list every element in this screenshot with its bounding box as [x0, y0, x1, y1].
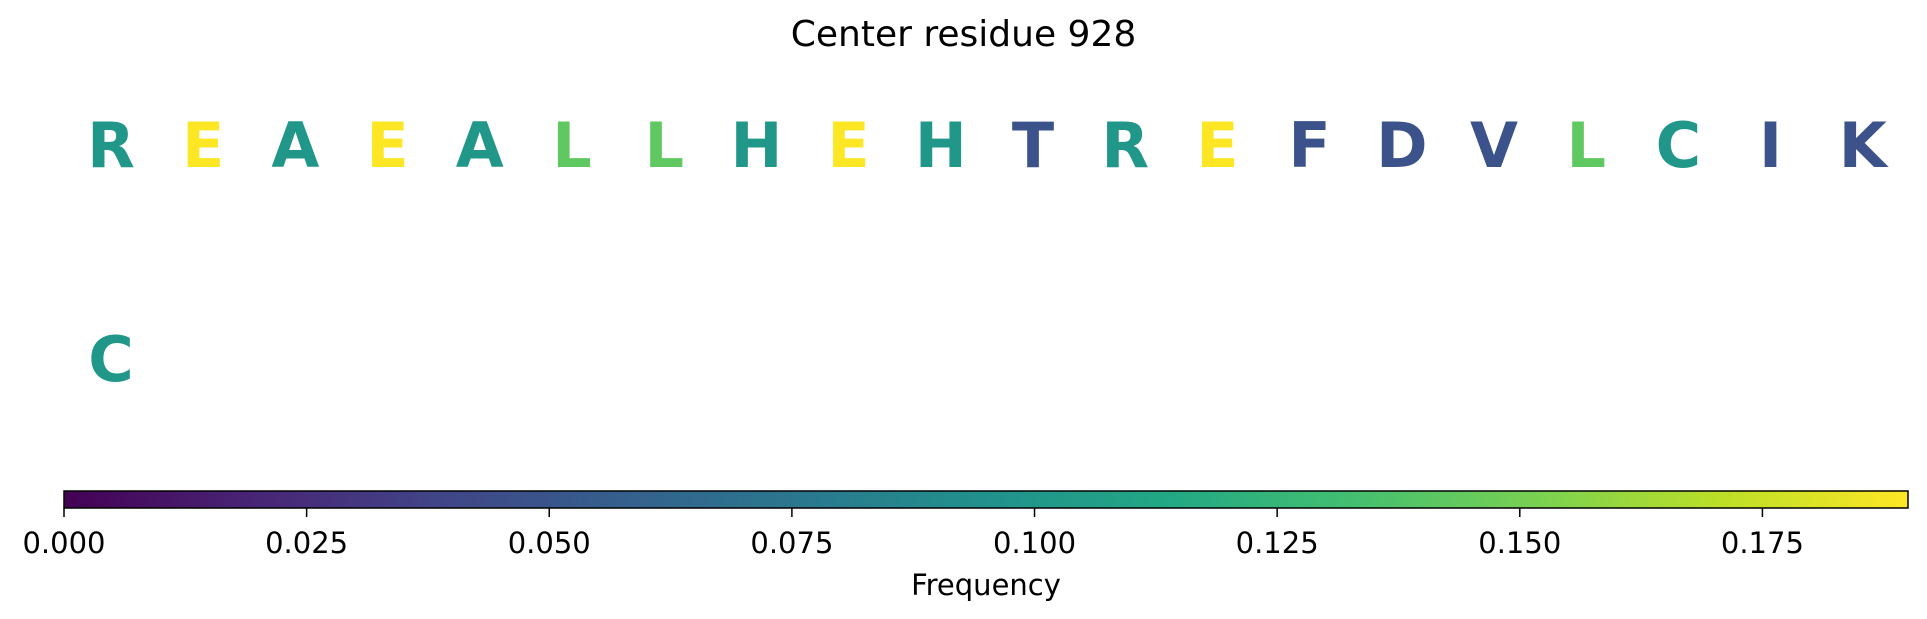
colorbar-tick-label: 0.150 — [1478, 526, 1561, 560]
residue-letter: E — [182, 109, 224, 182]
residue-letter: C — [1656, 109, 1702, 182]
chart-title: Center residue 928 — [790, 14, 1137, 55]
residue-letter: R — [87, 109, 135, 182]
colorbar-gradient — [63, 490, 1909, 509]
colorbar-tick-label: 0.050 — [508, 526, 591, 560]
residue-letter: D — [1376, 109, 1427, 182]
colorbar-tick-label: 0.175 — [1721, 526, 1804, 560]
residue-letters: R E A E A L L H E H T R E F D V L C I KC — [87, 109, 1889, 396]
colorbar — [63, 490, 1909, 509]
residue-letter: E — [366, 109, 408, 182]
colorbar-tick-label: 0.000 — [22, 526, 105, 560]
residue-letter: L — [1566, 109, 1606, 182]
residue-letter: E — [1196, 109, 1238, 182]
colorbar-tick-label: 0.075 — [750, 526, 833, 560]
residue-letter: R — [1101, 109, 1149, 182]
residue-letter: A — [271, 109, 319, 182]
residue-letter: L — [552, 109, 592, 182]
residue-letter: T — [1012, 109, 1054, 182]
residue-letter: F — [1288, 109, 1330, 182]
residue-letter: H — [730, 109, 782, 182]
residue-letter: K — [1839, 109, 1889, 182]
residue-letter: E — [827, 109, 869, 182]
residue-letter: L — [644, 109, 684, 182]
colorbar-tick-label: 0.125 — [1236, 526, 1319, 560]
residue-letter: H — [915, 109, 967, 182]
colorbar-tick-label: 0.100 — [993, 526, 1076, 560]
residue-letter: I — [1759, 109, 1782, 182]
colorbar-label: Frequency — [911, 568, 1061, 602]
residue-letter: A — [456, 109, 504, 182]
residue-letter: V — [1470, 109, 1518, 182]
colorbar-ticks: 0.000 0.025 0.050 0.075 0.100 0.125 0.150 0.175 — [22, 508, 1804, 560]
residue-letter: C — [88, 323, 134, 396]
colorbar-tick-label: 0.025 — [265, 526, 348, 560]
